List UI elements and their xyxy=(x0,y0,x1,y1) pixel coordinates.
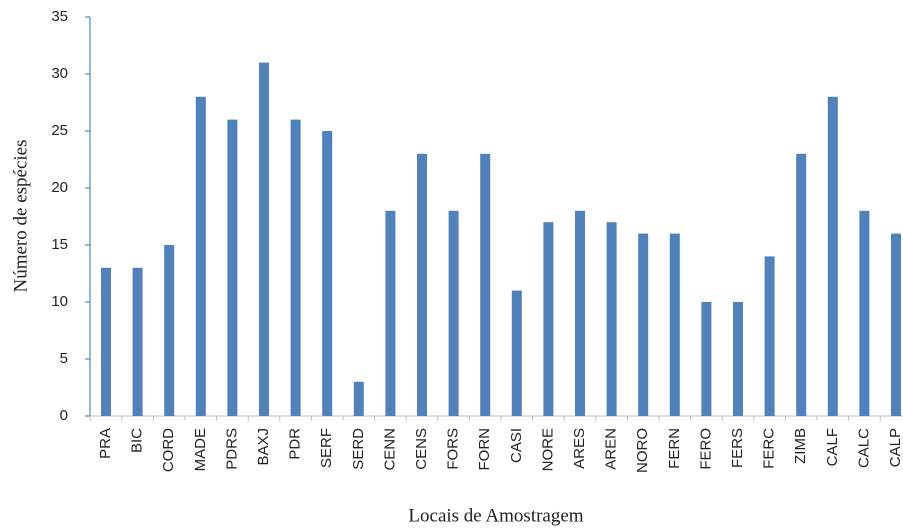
y-tick-label: 20 xyxy=(51,179,68,196)
bar xyxy=(859,210,870,416)
bar xyxy=(669,233,680,416)
y-tick-label: 5 xyxy=(60,350,68,367)
x-tick-label: PRA xyxy=(97,428,114,459)
bar xyxy=(322,131,333,416)
x-tick-label: FERO xyxy=(697,428,714,470)
x-tick-label: BIC xyxy=(129,428,146,453)
bar xyxy=(733,302,743,416)
y-tick-label: 30 xyxy=(51,65,68,82)
x-tick-label: AREN xyxy=(603,428,620,470)
x-tick-label: PDRS xyxy=(223,428,240,470)
x-tick-label: PDR xyxy=(287,428,304,460)
x-tick-label: CALC xyxy=(855,428,872,468)
bar xyxy=(543,222,554,416)
x-tick-label: NORE xyxy=(539,428,556,471)
x-tick-label: CALF xyxy=(824,428,841,466)
x-tick-label: NORO xyxy=(634,428,651,473)
x-tick-label: SERF xyxy=(318,428,335,468)
bar xyxy=(891,233,901,416)
x-tick-label: CASI xyxy=(508,428,525,463)
y-tick-label: 15 xyxy=(51,236,68,253)
x-tick-label: FORN xyxy=(476,428,493,471)
x-tick-label: SERD xyxy=(350,428,367,470)
y-tick-label: 10 xyxy=(51,293,68,310)
bar xyxy=(353,381,364,416)
bar xyxy=(164,245,175,416)
bar xyxy=(448,210,459,416)
x-axis-title: Locais de Amostragem xyxy=(408,505,583,526)
x-tick-label: CALP xyxy=(887,428,903,467)
bar xyxy=(764,256,775,416)
x-tick-label: FERS xyxy=(729,428,746,468)
x-tick-label: CORD xyxy=(160,428,177,472)
bar xyxy=(638,233,649,416)
bar xyxy=(195,96,206,417)
bar xyxy=(227,119,238,416)
bar xyxy=(701,302,712,416)
bar xyxy=(417,153,427,417)
bar xyxy=(259,62,269,416)
y-tick-label: 35 xyxy=(51,8,68,25)
bar xyxy=(796,153,807,417)
bar xyxy=(606,222,617,416)
bar xyxy=(132,267,143,416)
x-tick-label: FORS xyxy=(445,428,462,470)
bar xyxy=(575,210,585,416)
x-tick-label: CENS xyxy=(413,428,430,470)
bar xyxy=(511,290,522,416)
bar xyxy=(480,153,491,417)
y-tick-label: 25 xyxy=(51,122,68,139)
y-tick-label: 0 xyxy=(60,407,68,424)
x-tick-label: FERN xyxy=(666,428,683,469)
y-axis-title: Número de espécies xyxy=(10,140,31,293)
bar xyxy=(101,267,111,416)
x-tick-label: ZIMB xyxy=(792,428,809,464)
bar xyxy=(385,210,396,416)
x-tick-label: ARES xyxy=(571,428,588,469)
x-tick-label: FERC xyxy=(761,428,778,469)
x-tick-label: MADE xyxy=(192,428,209,471)
x-tick-label: BAXJ xyxy=(255,428,272,466)
bar xyxy=(827,96,838,417)
x-tick-label: CENN xyxy=(381,428,398,471)
bar xyxy=(290,119,301,416)
